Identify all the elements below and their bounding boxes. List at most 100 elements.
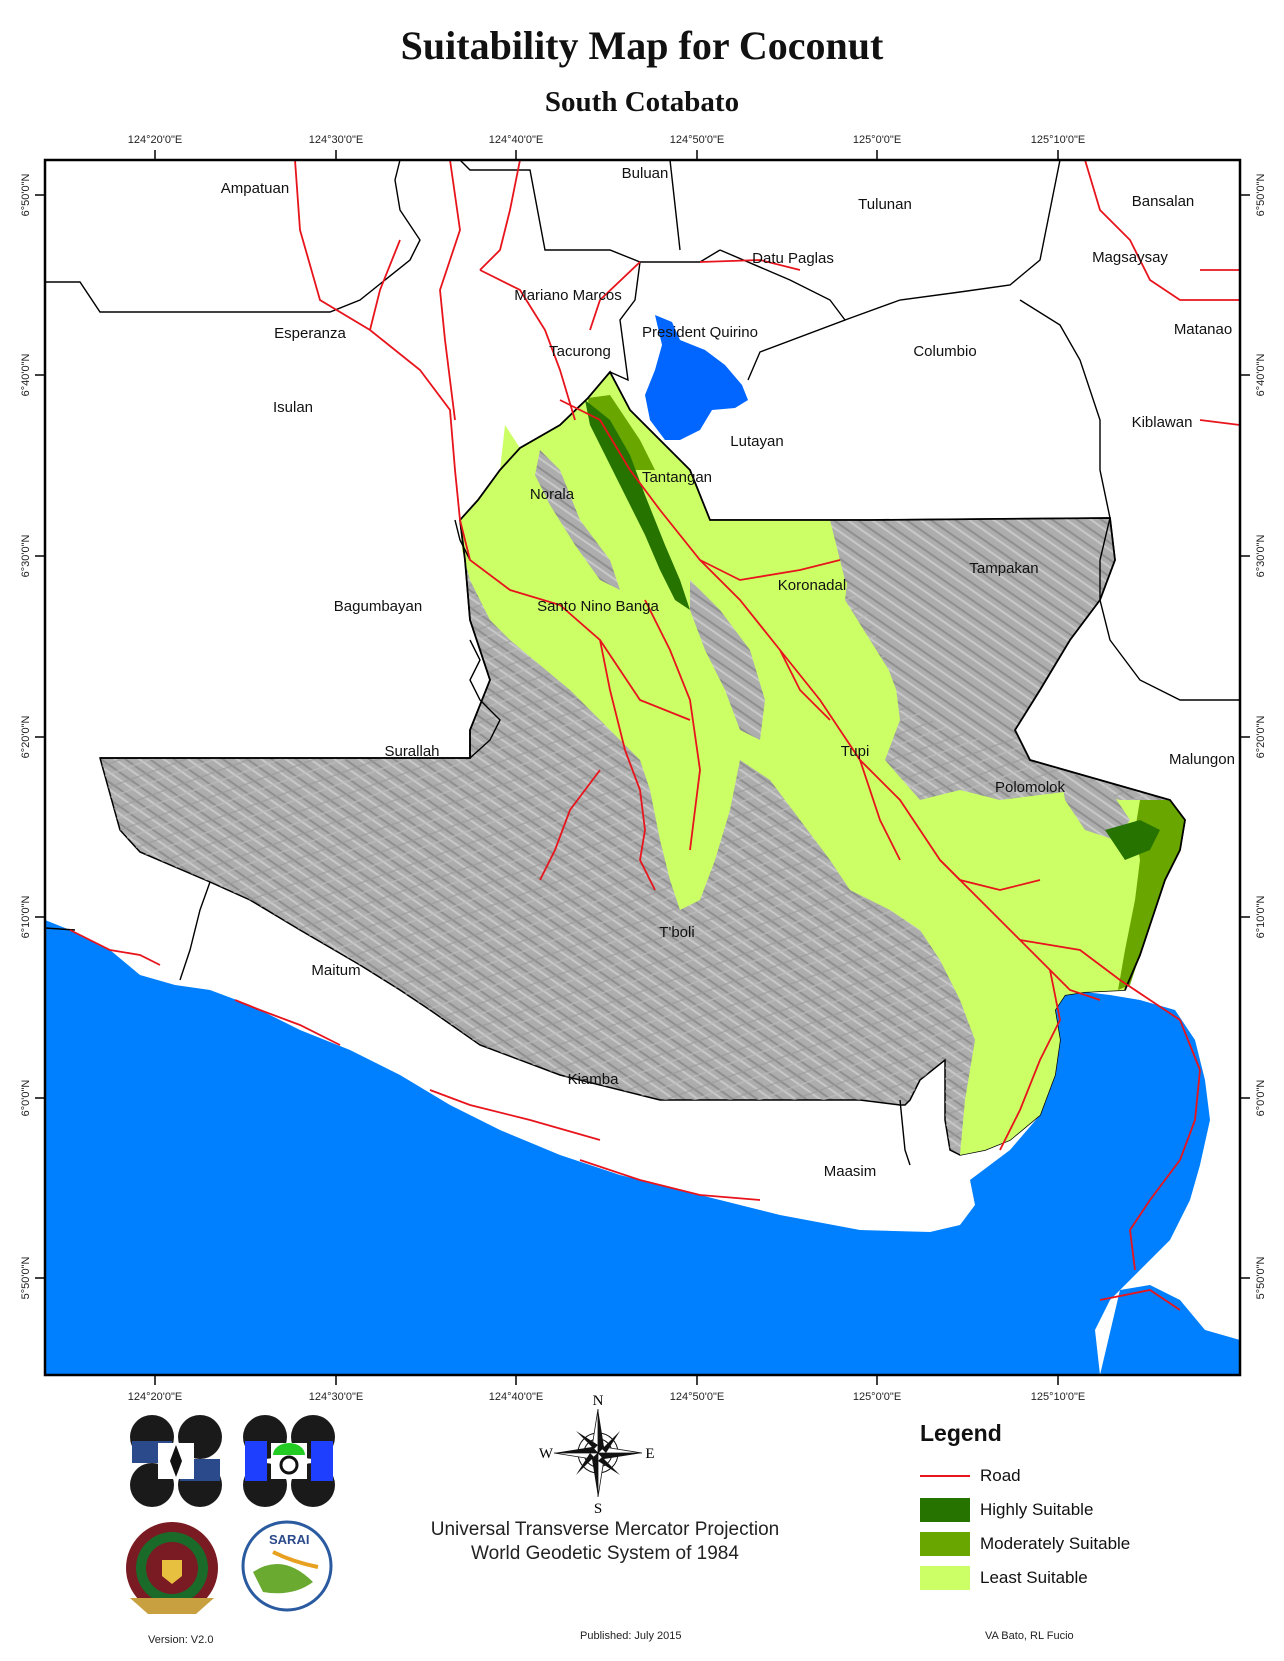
lon-label-bottom-2: 124°30'0"E bbox=[309, 1391, 363, 1403]
place-kiblawan[interactable]: Kiblawan bbox=[1132, 414, 1193, 431]
place-tacurong[interactable]: Tacurong bbox=[549, 343, 611, 360]
projection-line-1: Universal Transverse Mercator Projection bbox=[430, 1519, 780, 1540]
place-malungon[interactable]: Malungon bbox=[1169, 751, 1235, 768]
compass-s: S bbox=[594, 1501, 602, 1517]
lat-label-right-7: 5°50'0"N bbox=[1255, 1257, 1267, 1300]
place-tantangan[interactable]: Tantangan bbox=[642, 469, 712, 486]
place-maitum[interactable]: Maitum bbox=[311, 962, 360, 979]
place-maasim[interactable]: Maasim bbox=[824, 1163, 877, 1180]
place-lutayan[interactable]: Lutayan bbox=[730, 433, 783, 450]
legend-label-road: Road bbox=[980, 1466, 1021, 1485]
place-datu-paglas[interactable]: Datu Paglas bbox=[752, 250, 834, 267]
place-norala[interactable]: Norala bbox=[530, 486, 575, 503]
place-bansalan[interactable]: Bansalan bbox=[1132, 193, 1195, 210]
compass-rose: N S E W bbox=[539, 1393, 655, 1517]
compass-w: W bbox=[539, 1446, 554, 1462]
compass-n: N bbox=[593, 1393, 604, 1409]
place-mariano-marcos[interactable]: Mariano Marcos bbox=[514, 287, 622, 304]
lat-label-left-6: 6°0'0"N bbox=[20, 1080, 32, 1117]
legend-item-road[interactable]: Road bbox=[920, 1459, 1220, 1493]
sea bbox=[45, 920, 1210, 1375]
lat-label-right-5: 6°10'0"N bbox=[1255, 896, 1267, 939]
lat-label-left-1: 6°50'0"N bbox=[20, 174, 32, 217]
place-bagumbayan[interactable]: Bagumbayan bbox=[334, 598, 422, 615]
place-tampakan[interactable]: Tampakan bbox=[969, 560, 1038, 577]
place-isulan[interactable]: Isulan bbox=[273, 399, 313, 416]
graticule-ticks bbox=[35, 150, 1250, 1385]
province-outline bbox=[100, 370, 1186, 991]
legend-label-least-suitable: Least Suitable bbox=[980, 1568, 1088, 1587]
lat-label-left-3: 6°30'0"N bbox=[20, 535, 32, 578]
place-buluan[interactable]: Buluan bbox=[622, 165, 669, 182]
place-president-quirino[interactable]: President Quirino bbox=[642, 324, 758, 341]
lon-label-bottom-1: 124°20'0"E bbox=[128, 1391, 182, 1403]
sea-east bbox=[1100, 1285, 1240, 1375]
legend-item-highly-suitable[interactable]: Highly Suitable bbox=[920, 1493, 1220, 1527]
lat-label-left-2: 6°40'0"N bbox=[20, 354, 32, 397]
legend-label-highly-suitable: Highly Suitable bbox=[980, 1500, 1094, 1519]
pcaarrd-logo bbox=[243, 1415, 335, 1507]
place-tboli[interactable]: T'boli bbox=[659, 924, 694, 941]
lat-label-right-1: 6°50'0"N bbox=[1255, 174, 1267, 217]
lon-label-bottom-5: 125°0'0"E bbox=[853, 1391, 901, 1403]
place-esperanza[interactable]: Esperanza bbox=[274, 325, 346, 342]
road-swatch bbox=[920, 1475, 970, 1477]
lat-label-left-7: 5°50'0"N bbox=[20, 1257, 32, 1300]
map-frame bbox=[43, 158, 1242, 1377]
lon-label-bottom-6: 125°10'0"E bbox=[1031, 1391, 1085, 1403]
legend-title: Legend bbox=[920, 1420, 1002, 1446]
version-label: Version: V2.0 bbox=[148, 1634, 214, 1646]
least-suitable-area bbox=[460, 372, 1185, 1155]
lat-label-right-4: 6°20'0"N bbox=[1255, 716, 1267, 759]
lat-label-left-4: 6°20'0"N bbox=[20, 716, 32, 759]
lake bbox=[645, 315, 748, 440]
legend-label-moderately-suitable: Moderately Suitable bbox=[980, 1534, 1131, 1553]
lon-label-top-6: 125°10'0"E bbox=[1031, 134, 1085, 146]
lon-label-bottom-3: 124°40'0"E bbox=[489, 1391, 543, 1403]
lat-label-right-6: 6°0'0"N bbox=[1255, 1080, 1267, 1117]
terrain-island-polomolok bbox=[1060, 770, 1130, 840]
lat-label-right-2: 6°40'0"N bbox=[1255, 354, 1267, 397]
lon-label-bottom-4: 124°50'0"E bbox=[670, 1391, 724, 1403]
published-label: Published: July 2015 bbox=[580, 1630, 682, 1642]
projection-note: Universal Transverse Mercator Projection… bbox=[380, 1518, 830, 1566]
place-columbio[interactable]: Columbio bbox=[913, 343, 976, 360]
place-surallah[interactable]: Surallah bbox=[384, 743, 439, 760]
place-ampatuan[interactable]: Ampatuan bbox=[221, 180, 289, 197]
lat-label-left-5: 6°10'0"N bbox=[20, 896, 32, 939]
municipal-boundaries bbox=[45, 160, 1240, 1166]
place-kiamba[interactable]: Kiamba bbox=[568, 1071, 620, 1088]
terrain-island-tampakan bbox=[830, 518, 1115, 740]
legend-item-moderately-suitable[interactable]: Moderately Suitable bbox=[920, 1527, 1220, 1561]
place-matanao[interactable]: Matanao bbox=[1174, 321, 1232, 338]
place-tupi[interactable]: Tupi bbox=[841, 743, 870, 760]
place-santo-nino-banga[interactable]: Santo Nino Banga bbox=[537, 598, 659, 615]
place-tulunan[interactable]: Tulunan bbox=[858, 196, 912, 213]
compass-e: E bbox=[645, 1446, 654, 1462]
sarai-logo: SARAI bbox=[241, 1520, 333, 1612]
legend: Legend Road Highly Suitable Moderately S… bbox=[920, 1420, 1220, 1595]
terrain-island-banga bbox=[690, 580, 765, 740]
map-subtitle: South Cotabato bbox=[544, 86, 740, 118]
lon-label-top-5: 125°0'0"E bbox=[853, 134, 901, 146]
place-magsaysay[interactable]: Magsaysay bbox=[1092, 249, 1168, 266]
least-suitable-swatch bbox=[920, 1566, 970, 1590]
dost-logo bbox=[130, 1415, 222, 1507]
lat-label-right-3: 6°30'0"N bbox=[1255, 535, 1267, 578]
place-polomolok[interactable]: Polomolok bbox=[995, 779, 1066, 796]
highly-suitable-swatch bbox=[920, 1498, 970, 1522]
place-koronadal[interactable]: Koronadal bbox=[778, 577, 846, 594]
up-los-banos-seal bbox=[126, 1522, 218, 1614]
lon-label-top-1: 124°20'0"E bbox=[128, 134, 182, 146]
lon-label-top-2: 124°30'0"E bbox=[309, 134, 363, 146]
terrain-island-norala bbox=[535, 450, 620, 590]
lon-label-top-4: 124°50'0"E bbox=[670, 134, 724, 146]
authors-label: VA Bato, RL Fucio bbox=[985, 1630, 1074, 1642]
roads[interactable] bbox=[69, 160, 1240, 1311]
map-title: Suitability Map for Coconut bbox=[400, 23, 884, 68]
moderately-suitable-swatch bbox=[920, 1532, 970, 1556]
sarai-logo-text: SARAI bbox=[269, 1532, 309, 1547]
lon-label-top-3: 124°40'0"E bbox=[489, 134, 543, 146]
legend-item-least-suitable[interactable]: Least Suitable bbox=[920, 1561, 1220, 1595]
